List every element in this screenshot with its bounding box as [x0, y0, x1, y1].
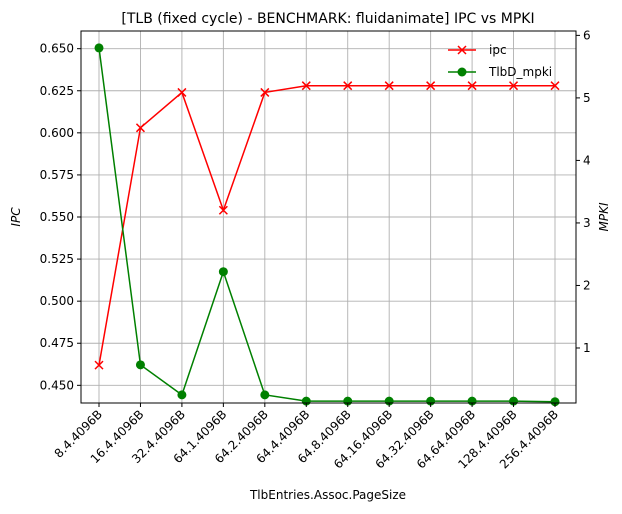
y-left-tick-label: 0.500	[40, 294, 74, 308]
y-left-tick-label: 0.450	[40, 378, 74, 392]
point-tlbd-mpki	[177, 390, 187, 400]
y-axis-left-label: IPC	[9, 207, 23, 227]
legend-item-tlbd-mpki: TlbD_mpki	[448, 65, 552, 79]
y-axis-right-label: MPKI	[597, 202, 611, 231]
y-right-tick-label: 6	[583, 28, 591, 42]
point-tlbd-mpki	[550, 397, 560, 407]
point-ipc	[218, 205, 228, 215]
series-line-tlbd-mpki	[98, 47, 556, 403]
y-left-tick-label: 0.575	[40, 168, 74, 182]
point-tlbd-mpki	[94, 43, 104, 53]
y-axis-left-ticks: 0.450 0.475 0.500 0.525 0.550 0.575 0.600 0.625…	[40, 42, 81, 392]
series-layer	[94, 43, 560, 407]
y-left-tick-label: 0.625	[40, 84, 74, 98]
y-left-tick-label: 0.525	[40, 252, 74, 266]
grid-lines	[81, 31, 576, 403]
y-left-tick-label: 0.475	[40, 336, 74, 350]
point-ipc	[135, 123, 145, 133]
point-ipc	[426, 81, 436, 91]
y-right-tick-label: 2	[583, 278, 591, 292]
series-line-ipc	[98, 84, 555, 366]
x-axis-label: TlbEntries.Assoc.PageSize	[249, 488, 406, 502]
point-ipc	[384, 81, 394, 91]
y-right-tick-label: 4	[583, 153, 591, 167]
y-right-tick-label: 3	[583, 216, 591, 230]
point-ipc	[260, 87, 270, 97]
chart-title: [TLB (fixed cycle) - BENCHMARK: fluidani…	[121, 11, 534, 27]
y-axis-right-ticks: 1 2 3 4 5 6	[576, 28, 591, 355]
point-tlbd-mpki	[135, 360, 145, 370]
point-ipc	[550, 81, 560, 91]
legend-item-ipc: ipc	[448, 43, 507, 57]
y-right-tick-label: 1	[583, 341, 591, 355]
legend: ipc TlbD_mpki	[448, 43, 552, 79]
point-ipc	[509, 81, 519, 91]
legend-label-ipc: ipc	[489, 43, 507, 57]
y-left-tick-label: 0.650	[40, 42, 74, 56]
point-tlbd-mpki	[218, 267, 228, 277]
point-tlbd-mpki	[260, 390, 270, 400]
legend-label-tlbd-mpki: TlbD_mpki	[488, 65, 552, 79]
y-left-tick-label: 0.600	[40, 126, 74, 140]
point-ipc	[343, 81, 353, 91]
point-ipc	[467, 81, 477, 91]
y-right-tick-label: 5	[583, 91, 591, 105]
x-axis-ticks: 8.4.4096B16.4.4096B32.4.4096B64.1.4096B6…	[52, 403, 561, 472]
point-ipc	[301, 81, 311, 91]
point-ipc	[94, 360, 104, 370]
y-left-tick-label: 0.550	[40, 210, 74, 224]
point-ipc	[177, 87, 187, 97]
